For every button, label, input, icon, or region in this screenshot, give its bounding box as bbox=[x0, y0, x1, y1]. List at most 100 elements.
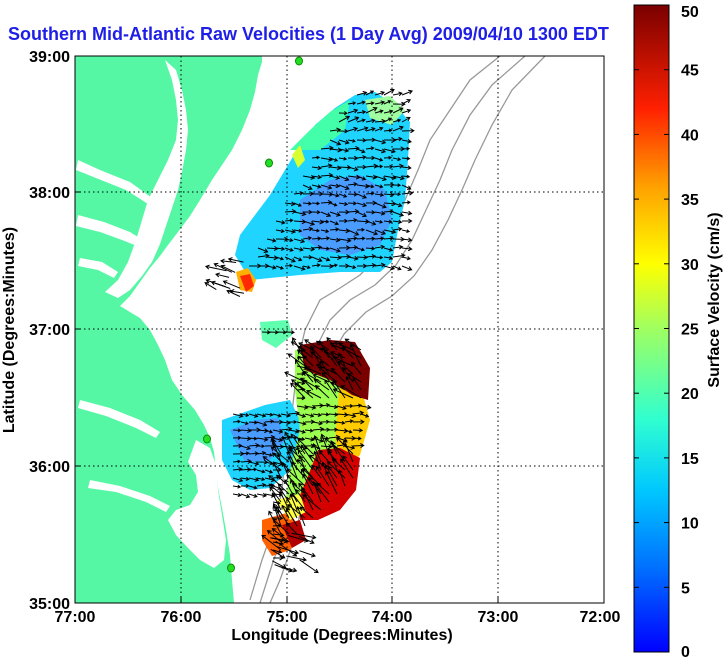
velocity-arrow bbox=[401, 190, 414, 196]
velocity-arrow bbox=[392, 163, 404, 169]
velocity-field-north bbox=[235, 92, 410, 292]
station-marker bbox=[203, 434, 211, 444]
x-tick-label: 75:00 bbox=[267, 609, 308, 626]
velocity-arrow bbox=[306, 390, 322, 399]
velocity-arrow bbox=[365, 101, 375, 106]
velocity-arrow bbox=[374, 220, 384, 224]
velocity-arrow bbox=[338, 111, 348, 116]
colorbar-tick-label: 0 bbox=[681, 644, 690, 659]
velocity-arrow bbox=[392, 183, 402, 188]
y-tick-label: 35:00 bbox=[29, 596, 70, 613]
velocity-arrow bbox=[314, 483, 330, 503]
velocity-arrow bbox=[340, 346, 362, 359]
colorbar-tick-label: 45 bbox=[681, 63, 699, 80]
velocity-arrow bbox=[299, 506, 314, 519]
velocity-arrow bbox=[299, 559, 319, 574]
colorbar-ticks: 0 5 10 15 20 25 30 35 40 45 50 bbox=[634, 4, 699, 659]
velocity-arrow bbox=[311, 256, 323, 263]
velocity-arrow bbox=[272, 518, 290, 535]
velocity-arrow bbox=[288, 445, 301, 451]
velocity-arrow bbox=[329, 165, 342, 171]
velocity-arrow bbox=[284, 201, 296, 207]
velocity-arrow bbox=[240, 476, 250, 481]
velocity-arrow bbox=[296, 396, 306, 401]
velocity-arrow bbox=[392, 101, 406, 107]
velocity-arrow bbox=[270, 548, 286, 559]
y-axis-ticks: 39:00 38:00 37:00 36:00 35:00 bbox=[29, 49, 70, 613]
velocity-arrow bbox=[302, 494, 322, 511]
velocity-arrow bbox=[266, 255, 279, 261]
velocity-arrow bbox=[308, 454, 330, 471]
velocity-arrow bbox=[287, 504, 306, 519]
velocity-arrow bbox=[392, 107, 404, 114]
velocity-arrow bbox=[240, 428, 252, 434]
station-marker bbox=[265, 158, 273, 168]
velocity-arrow bbox=[256, 469, 266, 474]
velocity-arrow bbox=[401, 128, 415, 134]
velocity-arrow bbox=[392, 227, 403, 232]
velocity-arrow bbox=[360, 413, 370, 418]
velocity-arrow bbox=[374, 210, 386, 216]
velocity-arrow bbox=[383, 219, 393, 224]
velocity-arrow bbox=[347, 108, 359, 114]
velocity-arrow bbox=[356, 211, 367, 218]
velocity-arrow bbox=[392, 175, 405, 181]
velocity-arrow bbox=[266, 265, 277, 270]
velocity-arrow bbox=[293, 265, 306, 271]
velocity-arrow bbox=[204, 264, 227, 272]
velocity-arrow bbox=[302, 184, 313, 190]
velocity-arrow bbox=[365, 229, 379, 236]
velocity-arrow bbox=[352, 419, 365, 425]
velocity-arrow bbox=[345, 403, 354, 409]
velocity-arrow bbox=[248, 461, 260, 466]
velocity-arrow bbox=[284, 238, 294, 243]
velocity-arrow bbox=[298, 482, 314, 503]
velocity-arrow bbox=[365, 155, 376, 161]
velocity-arrow bbox=[264, 412, 274, 417]
velocity-arrow bbox=[338, 139, 350, 145]
velocity-arrow bbox=[272, 504, 282, 527]
velocity-arrow bbox=[290, 382, 306, 399]
velocity-arrow bbox=[329, 139, 342, 146]
velocity-arrow bbox=[328, 412, 339, 417]
velocity-arrow bbox=[277, 483, 290, 495]
velocity-arrow bbox=[215, 272, 230, 278]
velocity-arrow bbox=[338, 156, 348, 161]
velocity-arrow bbox=[374, 100, 386, 105]
velocity-arrow bbox=[271, 537, 289, 544]
velocity-arrow bbox=[374, 229, 387, 235]
velocity-arrow bbox=[314, 384, 330, 399]
velocity-arrow bbox=[320, 419, 330, 424]
velocity-arrow bbox=[356, 126, 369, 132]
velocity-arrow bbox=[365, 146, 375, 151]
velocity-arrow bbox=[293, 202, 302, 207]
velocity-arrow bbox=[270, 446, 290, 463]
velocity-arrow bbox=[264, 469, 274, 474]
velocity-arrow bbox=[293, 256, 303, 262]
velocity-arrow bbox=[329, 211, 341, 217]
velocity-arrow bbox=[331, 458, 346, 471]
velocity-arrow bbox=[329, 193, 340, 198]
velocity-arrow bbox=[320, 229, 330, 234]
x-tick-label: 73:00 bbox=[478, 609, 519, 626]
velocity-arrow bbox=[205, 278, 226, 288]
velocity-arrow bbox=[312, 437, 324, 443]
colorbar-tick-label: 25 bbox=[681, 322, 699, 339]
velocity-arrow bbox=[240, 445, 251, 451]
velocity-arrow bbox=[275, 229, 285, 234]
velocity-arrow bbox=[401, 99, 412, 105]
colorbar-tick-label: 30 bbox=[681, 257, 699, 274]
velocity-arrow bbox=[347, 265, 357, 270]
velocity-arrow bbox=[392, 125, 404, 132]
velocity-arrow bbox=[340, 385, 362, 399]
velocity-arrow bbox=[344, 338, 362, 351]
velocity-arrow bbox=[356, 236, 366, 241]
velocity-arrow bbox=[402, 218, 413, 224]
velocity-arrow bbox=[356, 137, 367, 143]
velocity-arrow bbox=[232, 467, 243, 472]
velocity-arrow bbox=[256, 483, 267, 488]
velocity-arrow bbox=[330, 367, 346, 383]
velocity-arrow bbox=[342, 366, 354, 383]
velocity-arrow bbox=[365, 210, 376, 215]
velocity-arrow bbox=[257, 247, 269, 253]
